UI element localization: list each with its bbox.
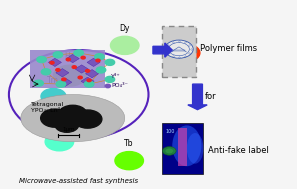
Polygon shape [56,69,69,77]
Polygon shape [87,58,100,67]
Circle shape [165,40,193,58]
Text: YPO₄: Ln³⁺: YPO₄: Ln³⁺ [31,108,64,113]
Circle shape [96,67,106,73]
Circle shape [56,81,66,87]
Circle shape [45,133,74,151]
Circle shape [115,152,143,170]
Circle shape [50,61,54,64]
Ellipse shape [21,94,125,142]
Ellipse shape [172,125,201,166]
Text: Anti-fake label: Anti-fake label [208,146,269,155]
Ellipse shape [187,133,203,164]
Circle shape [56,69,60,71]
Circle shape [84,81,94,87]
Bar [178,128,187,166]
Text: PO₄³⁻: PO₄³⁻ [111,84,128,88]
Circle shape [41,109,69,127]
Circle shape [66,58,70,61]
Circle shape [78,76,82,79]
Circle shape [41,88,66,104]
Bar [162,26,196,77]
Circle shape [105,84,110,88]
Circle shape [87,79,91,82]
Text: Microwave-assisted fast synthesis: Microwave-assisted fast synthesis [19,178,138,184]
Polygon shape [75,65,88,73]
Circle shape [105,76,115,82]
Circle shape [34,80,43,86]
Circle shape [165,149,173,153]
Text: Dy: Dy [120,23,130,33]
FancyArrow shape [153,43,172,57]
Circle shape [37,57,46,63]
Polygon shape [81,77,94,85]
Polygon shape [59,78,72,86]
Bar [30,50,105,88]
Text: Tb: Tb [124,139,134,148]
Polygon shape [66,54,79,63]
Text: Ho: Ho [65,52,75,61]
Text: for: for [205,92,217,101]
Circle shape [53,65,86,86]
Text: 1μm: 1μm [62,127,75,132]
Text: Y³⁺: Y³⁺ [111,74,121,79]
Circle shape [62,78,66,81]
Circle shape [86,70,90,72]
Circle shape [105,59,115,65]
Circle shape [74,50,83,56]
FancyArrow shape [188,84,207,110]
Text: Tm: Tm [48,76,59,85]
Circle shape [41,69,51,75]
Polygon shape [48,58,61,67]
Circle shape [96,59,100,62]
Circle shape [59,105,87,123]
Circle shape [95,54,104,60]
Text: Tetragonal: Tetragonal [31,102,64,107]
Circle shape [110,36,139,54]
Circle shape [171,44,200,62]
Text: Eu: Eu [181,31,190,40]
Circle shape [72,66,76,68]
Text: 100: 100 [166,129,175,134]
Bar [162,123,203,174]
Polygon shape [86,70,99,78]
Text: Ce: Ce [54,120,64,129]
Circle shape [162,147,176,155]
Circle shape [81,56,85,59]
Text: Polymer films: Polymer films [200,44,257,53]
Circle shape [55,117,79,132]
Circle shape [53,52,63,58]
Circle shape [73,110,102,128]
